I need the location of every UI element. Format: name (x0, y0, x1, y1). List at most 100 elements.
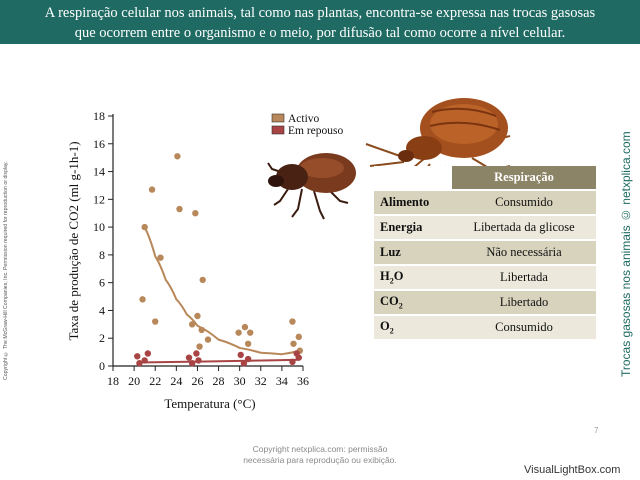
x-tick-label: 28 (213, 374, 225, 388)
legend-label: Em repouso (288, 125, 344, 137)
beetle-image (267, 153, 356, 220)
y-tick-label: 18 (93, 109, 105, 123)
table-row: H2O Libertada (374, 265, 596, 291)
header-banner: A respiração celular nos animais, tal co… (0, 0, 640, 44)
y-tick-label: 0 (99, 359, 105, 373)
table-title: Respiração (452, 166, 596, 191)
active-data-point (148, 186, 156, 193)
footer-line-1: Copyright netxplica.com: permissão (252, 444, 388, 454)
active-data-point (174, 153, 181, 160)
active-data-point (241, 323, 249, 331)
respiration-table: Respiração Alimento Consumido Energia Li… (374, 166, 596, 341)
active-data-point (235, 329, 242, 336)
active-data-point (204, 336, 212, 343)
rest-data-point (289, 358, 296, 366)
rest-data-point (295, 354, 302, 361)
y-tick-label: 12 (93, 192, 105, 206)
formula-subscript: 2 (389, 326, 394, 336)
formula-subscript: 2 (389, 276, 394, 286)
row-key: Energia (374, 215, 452, 241)
y-axis-label: Taxa de produção de CO2 (ml g-1h-1) (66, 141, 81, 340)
active-data-point (244, 340, 252, 347)
row-key: Luz (374, 240, 452, 266)
y-tick-label: 14 (93, 165, 105, 179)
active-data-point (141, 223, 148, 231)
rest-data-point (144, 350, 152, 357)
legend-label: Activo (288, 113, 320, 125)
row-key: Alimento (374, 190, 452, 216)
x-tick-label: 20 (128, 374, 140, 388)
rest-data-point (240, 360, 248, 367)
active-trend-line (143, 226, 301, 356)
rest-data-point (193, 350, 200, 357)
formula-main: H (380, 269, 390, 284)
rest-data-point (188, 360, 196, 367)
active-data-point (139, 296, 146, 303)
rest-data-point (185, 354, 193, 361)
row-value: Libertada (452, 265, 596, 291)
row-key: CO2 (374, 290, 452, 316)
active-data-point (289, 318, 296, 325)
table-row: O2 Consumido (374, 315, 596, 341)
rest-data-point (141, 357, 148, 364)
rest-data-point (134, 353, 141, 360)
row-value: Libertada da glicose (452, 215, 596, 241)
table-row: CO2 Libertado (374, 290, 596, 316)
x-tick-label: 30 (234, 374, 246, 388)
header-line-2: que ocorrem entre o organismo e o meio, … (74, 25, 566, 41)
table-row: Luz Não necessária (374, 240, 596, 266)
y-tick-label: 16 (93, 137, 105, 151)
active-data-point (196, 343, 203, 350)
page-number: 7 (594, 426, 599, 435)
active-data-point (157, 254, 164, 261)
x-tick-label: 32 (255, 374, 267, 388)
side-caption: Trocas gasosas nos animais © netxplica.c… (619, 131, 633, 377)
x-tick-label: 26 (191, 374, 203, 388)
row-key: H2O (374, 265, 452, 291)
formula-main: O (380, 319, 390, 334)
active-data-point (192, 210, 199, 217)
active-data-point (247, 329, 254, 336)
row-value: Libertado (452, 290, 596, 316)
active-data-point (176, 205, 183, 213)
table-row: Energia Libertada da glicose (374, 215, 596, 241)
legend-swatch (271, 125, 285, 135)
rest-data-point (237, 351, 244, 359)
active-data-point (295, 333, 302, 341)
footer-copyright: Copyright netxplica.com: permissão neces… (220, 444, 420, 466)
x-tick-label: 24 (170, 374, 182, 388)
y-tick-label: 4 (99, 303, 105, 317)
header-line-1: A respiração celular nos animais, tal co… (44, 5, 596, 21)
row-value: Não necessária (452, 240, 596, 266)
x-tick-label: 36 (297, 374, 309, 388)
y-tick-label: 2 (99, 331, 105, 345)
active-data-point (198, 326, 205, 334)
formula-tail: O (393, 269, 404, 284)
active-data-point (290, 340, 297, 347)
active-data-point (188, 321, 196, 328)
active-data-point (199, 276, 206, 284)
x-tick-label: 18 (107, 374, 119, 388)
table-row: Alimento Consumido (374, 190, 596, 216)
formula-main: CO (380, 294, 399, 309)
watermark: VisualLightBox.com (524, 464, 621, 476)
y-tick-label: 6 (99, 276, 105, 290)
rest-data-point (244, 355, 252, 363)
y-tick-label: 10 (93, 220, 105, 234)
formula-subscript: 2 (398, 301, 403, 311)
y-tick-label: 8 (99, 248, 105, 262)
legend-swatch (271, 113, 285, 123)
copyright-vertical-text: Copyright © The McGraw-Hill Companies, I… (3, 161, 9, 380)
row-value: Consumido (452, 315, 596, 341)
active-data-point (194, 312, 201, 320)
x-axis-label: Temperatura (°C) (164, 396, 255, 411)
x-tick-label: 34 (276, 374, 288, 388)
row-value: Consumido (452, 190, 596, 216)
footer-line-2: necessária para reprodução ou exibição. (243, 455, 397, 465)
rest-data-point (195, 357, 202, 364)
rest-trend-line (137, 358, 299, 364)
rest-data-point (136, 360, 143, 367)
row-key: O2 (374, 315, 452, 341)
x-tick-label: 22 (149, 374, 161, 388)
